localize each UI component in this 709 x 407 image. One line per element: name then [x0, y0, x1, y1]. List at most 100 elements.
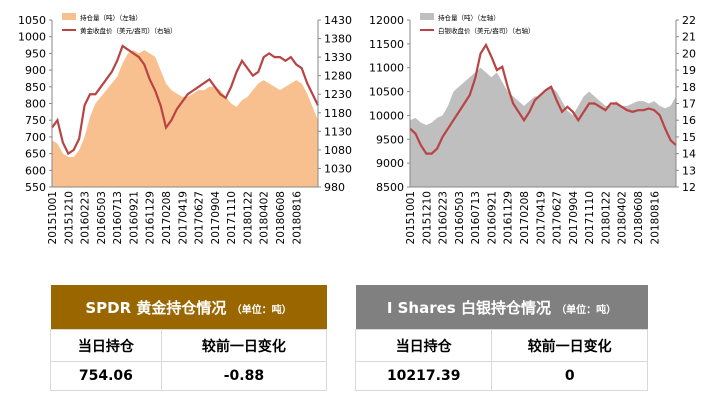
x-tick-label: 20180402: [617, 191, 629, 244]
x-tick-label: 20151001: [405, 191, 417, 244]
x-tick-label: 20180402: [259, 191, 271, 244]
y2-tick-label: 13: [682, 164, 696, 177]
y-tick-label: 9000: [376, 157, 404, 170]
x-tick-label: 20160503: [454, 191, 466, 244]
gold-table: SPDR 黄金持仓情况 （单位：吨） 当日持仓 较前一日变化 754.06 -0.8…: [50, 285, 328, 391]
x-tick-label: 20180816: [291, 191, 303, 245]
y2-tick-label: 22: [682, 14, 696, 27]
legend-swatch: [62, 13, 76, 20]
y2-tick-label: 15: [682, 131, 696, 144]
y-tick-label: 1000: [18, 31, 46, 44]
holdings-area: [52, 50, 318, 188]
value-cell: 754.06: [50, 361, 162, 391]
table-header: SPDR 黄金持仓情况 （单位：吨）: [50, 285, 327, 330]
y2-tick-label: 980: [324, 181, 345, 194]
legend-label: 持仓量（吨）（左轴）: [438, 13, 500, 22]
legend-swatch: [420, 13, 434, 20]
y2-tick-label: 1230: [324, 88, 352, 101]
y2-tick-label: 20: [682, 47, 696, 60]
y-tick-label: 750: [25, 114, 46, 127]
y-tick-label: 800: [25, 98, 46, 111]
x-tick-label: 20180816: [649, 191, 661, 245]
x-tick-label: 20170904: [568, 191, 580, 245]
table-unit: （单位：吨）: [556, 304, 617, 316]
y2-tick-label: 18: [682, 81, 696, 94]
table-title: SPDR 黄金持仓情况: [85, 298, 227, 317]
y2-tick-label: 1430: [324, 14, 352, 27]
y-tick-label: 8500: [376, 181, 404, 194]
y2-tick-label: 16: [682, 114, 696, 127]
x-tick-label: 20170904: [210, 191, 222, 245]
x-tick-label: 20151210: [421, 191, 433, 244]
y2-tick-label: 1380: [324, 33, 352, 46]
x-tick-label: 20160223: [438, 191, 450, 244]
header-cell: 较前一日变化: [491, 329, 648, 362]
table-unit: （单位：吨）: [231, 304, 292, 316]
y-tick-label: 1050: [18, 14, 46, 27]
y2-tick-label: 14: [682, 148, 696, 161]
x-tick-label: 20180122: [242, 191, 254, 244]
y-tick-label: 850: [25, 81, 46, 94]
x-tick-label: 20170208: [161, 191, 173, 244]
value-cell: -0.88: [160, 361, 328, 391]
x-tick-label: 20161129: [503, 191, 515, 244]
x-tick-label: 20151001: [47, 191, 59, 244]
y-tick-label: 600: [25, 164, 46, 177]
y-tick-label: 900: [25, 64, 46, 77]
header-cell: 较前一日变化: [160, 329, 328, 362]
header-cell: 当日持仓: [50, 329, 162, 362]
x-tick-label: 20160503: [96, 191, 108, 244]
x-tick-label: 20180608: [633, 191, 645, 244]
y-tick-label: 11000: [369, 62, 404, 75]
silver-table: I Shares 白银持仓情况 （单位：吨） 当日持仓 较前一日变化 10217.…: [354, 285, 648, 391]
x-tick-label: 20170419: [535, 191, 547, 244]
x-tick-label: 20170627: [552, 191, 564, 244]
y-tick-label: 700: [25, 131, 46, 144]
y-tick-label: 550: [25, 181, 46, 194]
y2-tick-label: 1030: [324, 162, 352, 175]
y2-tick-label: 1280: [324, 70, 352, 83]
x-tick-label: 20161129: [145, 191, 157, 244]
y2-tick-label: 19: [682, 64, 696, 77]
table-title: I Shares 白银持仓情况: [386, 298, 551, 317]
y2-tick-label: 1180: [324, 107, 352, 120]
legend-label: 黄金收盘价（美元/盎司）（右轴）: [80, 26, 176, 35]
x-tick-label: 20171110: [226, 191, 238, 244]
x-tick-label: 20170627: [194, 191, 206, 244]
x-tick-label: 20170208: [519, 191, 531, 244]
legend-label: 持仓量（吨）（左轴）: [80, 13, 142, 22]
x-tick-label: 20160921: [486, 191, 498, 244]
y2-tick-label: 1330: [324, 51, 352, 64]
y-tick-label: 10500: [369, 86, 404, 99]
y2-tick-label: 1130: [324, 125, 352, 138]
table-header: I Shares 白银持仓情况 （单位：吨）: [355, 285, 648, 330]
x-tick-label: 20180608: [275, 191, 287, 244]
charts: 550 600 650 700 750 800 850 900 950 1000 1050 980 10…: [18, 13, 696, 245]
x-tick-label: 20160223: [80, 191, 92, 244]
x-tick-label: 20160713: [470, 191, 482, 244]
x-tick-label: 20151210: [63, 191, 75, 244]
y-tick-label: 650: [25, 148, 46, 161]
x-tick-label: 20160921: [128, 191, 140, 244]
x-tick-label: 20160713: [112, 191, 124, 244]
y-tick-label: 12000: [369, 14, 404, 27]
holdings-area: [410, 67, 676, 187]
price-line: [409, 42, 677, 155]
x-tick-label: 20171110: [584, 191, 596, 244]
price-line: [51, 44, 319, 156]
y2-tick-label: 21: [682, 31, 696, 44]
y2-tick-label: 1080: [324, 144, 352, 157]
y-tick-label: 950: [25, 47, 46, 60]
value-cell: 10217.39: [354, 361, 493, 391]
x-tick-label: 20170419: [177, 191, 189, 244]
y-tick-label: 10000: [369, 109, 404, 122]
x-tick-label: 20180122: [600, 191, 612, 244]
y-tick-label: 11500: [369, 38, 404, 51]
y2-tick-label: 12: [682, 181, 696, 194]
legend-label: 白银收盘价（美元/盎司）（右轴）: [438, 26, 534, 35]
header-cell: 当日持仓: [354, 329, 493, 362]
y2-tick-label: 17: [682, 98, 696, 111]
y-tick-label: 9500: [376, 133, 404, 146]
value-cell: 0: [491, 361, 648, 391]
